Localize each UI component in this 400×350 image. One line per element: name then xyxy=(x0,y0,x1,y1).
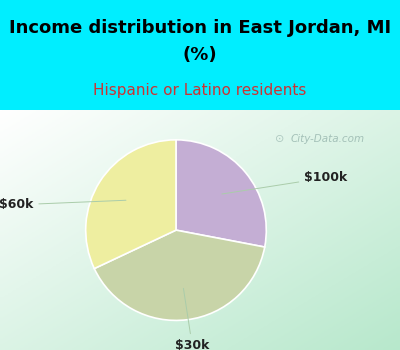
Text: City-Data.com: City-Data.com xyxy=(291,134,365,144)
Text: $100k: $100k xyxy=(222,171,348,194)
Wedge shape xyxy=(94,230,265,320)
Wedge shape xyxy=(176,140,266,247)
Text: Income distribution in East Jordan, MI: Income distribution in East Jordan, MI xyxy=(9,19,391,36)
Text: Hispanic or Latino residents: Hispanic or Latino residents xyxy=(93,83,307,98)
Text: $60k: $60k xyxy=(0,198,126,211)
Text: ⊙: ⊙ xyxy=(275,134,285,144)
Wedge shape xyxy=(86,140,176,268)
Text: (%): (%) xyxy=(183,46,217,64)
Text: $30k: $30k xyxy=(175,288,210,350)
